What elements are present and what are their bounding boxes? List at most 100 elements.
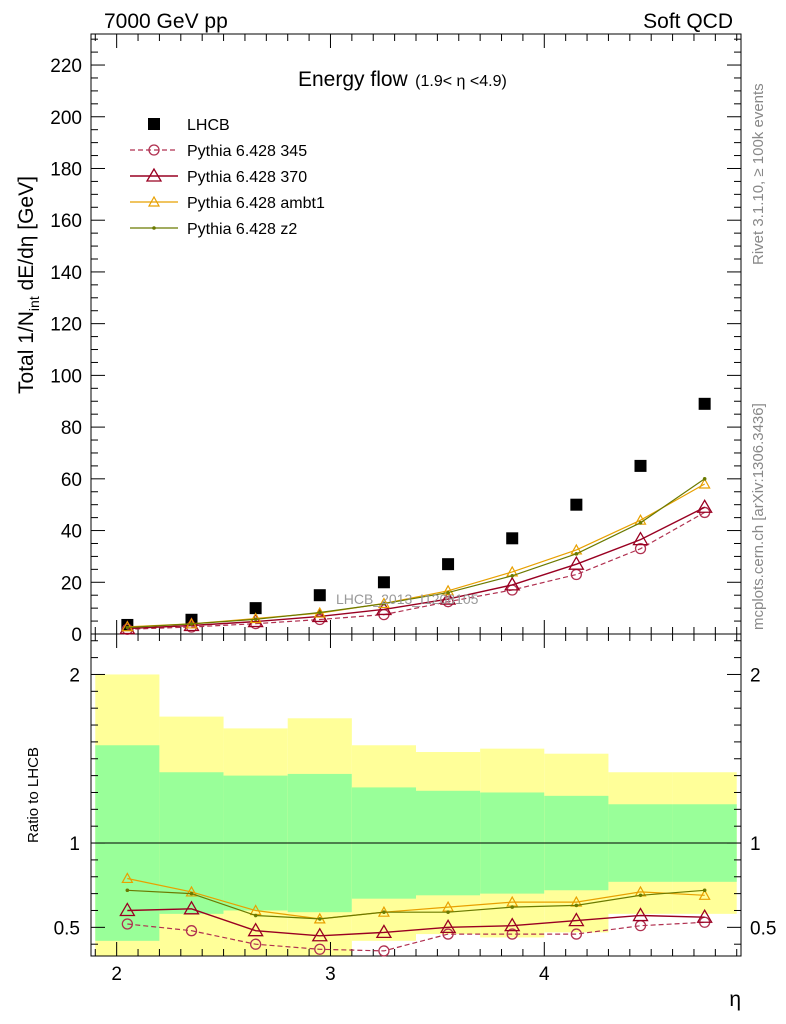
main-point-p370: [504, 576, 521, 591]
ratio-point-z2: [189, 891, 194, 896]
ratio-point-p370: [311, 927, 328, 942]
ratio-point-ambt1: [185, 885, 198, 897]
main-point-data: [570, 498, 583, 511]
legend-marker-p345: [148, 144, 160, 156]
legend-label: Pythia 6.428 z2: [187, 221, 297, 238]
main-point-z2: [702, 477, 707, 481]
main-point-data: [249, 602, 262, 615]
main-point-data: [442, 558, 455, 571]
ratio-line-p345: [127, 921, 705, 952]
main-point-ambt1: [442, 584, 455, 596]
x-tick-label: 3: [325, 964, 336, 985]
legend-label: Pythia 6.428 ambt1: [187, 195, 325, 212]
ratio-point-z2: [702, 888, 707, 893]
header-left: 7000 GeV pp: [104, 10, 228, 33]
main-point-data: [634, 459, 647, 472]
y-axis-label-tail: dE/dη [GeV]: [15, 176, 38, 296]
legend-marker-z2: [152, 226, 156, 230]
ratio-point-ambt1: [698, 889, 711, 900]
legend-label: LHCB: [187, 117, 230, 134]
chart-title-range: (1.9< η <4.9): [415, 73, 507, 90]
ratio-y-tick-label: 2: [69, 665, 80, 686]
ratio-y-tick-label-right: 1: [750, 834, 761, 855]
ratio-point-p370: [568, 912, 585, 927]
y-axis-label-sub: int: [26, 296, 42, 311]
y-tick-label: 140: [50, 263, 82, 284]
ratio-y-tick-label: 0.5: [54, 918, 80, 939]
ratio-line-p370: [127, 908, 705, 937]
main-line-z2: [127, 478, 706, 629]
y-axis-label-main: Total 1/Nint dE/dη [GeV]: [15, 176, 42, 394]
y-tick-label: 200: [50, 108, 82, 129]
ratio-point-p345: [378, 945, 390, 957]
ratio-point-p345: [121, 918, 133, 930]
ratio-point-z2: [125, 888, 130, 893]
main-line-p370: [127, 506, 706, 630]
main-point-z2: [125, 625, 130, 630]
main-point-p345: [570, 568, 583, 581]
labels: 7000 GeV pp Soft QCD Rivet 3.1.10, ≥ 100…: [15, 10, 767, 1011]
main-point-p370: [375, 601, 393, 616]
legend-marker-ambt1: [147, 195, 161, 207]
y-tick-label: 180: [50, 159, 82, 180]
analysis-watermark: LHCB_2013_I1208105: [336, 591, 479, 607]
legend-label: Pythia 6.428 370: [187, 169, 307, 186]
y-tick-label: 100: [50, 366, 82, 387]
main-line-p345: [127, 511, 705, 630]
ratio-point-p370: [439, 919, 457, 933]
legend-marker-p370: [145, 167, 163, 182]
y-tick-label: 0: [71, 625, 82, 646]
main-point-z2: [382, 601, 386, 606]
ratio-point-p370: [696, 908, 713, 923]
main-point-data: [313, 589, 326, 602]
mcplots-label: mcplots.cern.ch [arXiv:1306.3436]: [750, 403, 767, 630]
ratio-point-p345: [570, 928, 583, 940]
ratio-point-z2: [574, 903, 579, 908]
ratio-y-tick-label-right: 0.5: [750, 918, 776, 939]
ratio-point-p370: [119, 902, 136, 917]
y-axis-label-ratio: Ratio to LHCB: [25, 747, 42, 843]
main-point-data: [698, 397, 711, 410]
chart-title-main: Energy flow: [298, 68, 409, 91]
ratio-y-tick-label-right: 2: [750, 665, 761, 686]
legend-label: Pythia 6.428 345: [187, 143, 307, 160]
axes: 0 20 40 60 80 100 120 140 160 180 200 220 0.5 0.5 1 1 2 2…: [50, 33, 776, 985]
y-tick-label: 80: [61, 418, 82, 439]
main-point-p370: [632, 531, 649, 546]
x-axis-label: η: [729, 988, 741, 1011]
ratio-point-p370: [504, 917, 521, 932]
legend-marker-data: [148, 118, 160, 130]
ratio-point-p370: [375, 924, 393, 939]
ratio-line-z2: [127, 889, 705, 920]
ratio-line-ambt1: [127, 877, 705, 920]
ratio-point-p345: [506, 928, 518, 940]
main-point-p370: [568, 555, 585, 570]
rivet-label: Rivet 3.1.10, ≥ 100k events: [750, 83, 767, 265]
ratio-point-z2: [638, 893, 643, 898]
y-tick-label: 160: [50, 211, 82, 232]
y-tick-label: 220: [50, 56, 82, 77]
main-point-z2: [510, 574, 515, 578]
ratio-y-tick-label: 1: [69, 834, 80, 855]
header-right: Soft QCD: [643, 10, 733, 33]
ratio-point-p345: [249, 938, 262, 950]
ratio-point-p370: [183, 900, 200, 915]
main-point-ambt1: [121, 620, 134, 632]
y-axis-label-head: Total 1/N: [15, 311, 38, 394]
main-point-data: [506, 532, 519, 545]
y-tick-label: 40: [61, 522, 82, 543]
x-tick-label: 2: [111, 964, 122, 985]
main-point-p345: [634, 543, 647, 555]
x-tick-label: 4: [539, 964, 550, 985]
main-point-ambt1: [249, 612, 262, 624]
main-point-z2: [638, 520, 643, 525]
data-series: [119, 397, 713, 957]
y-tick-label: 120: [50, 315, 82, 336]
main-point-z2: [189, 622, 194, 626]
ratio-point-ambt1: [121, 872, 134, 884]
main-point-p345: [314, 613, 326, 626]
chart-title: Energy flow (1.9< η <4.9): [298, 68, 507, 91]
main-point-p370: [439, 590, 457, 605]
ratio-point-z2: [253, 913, 258, 918]
